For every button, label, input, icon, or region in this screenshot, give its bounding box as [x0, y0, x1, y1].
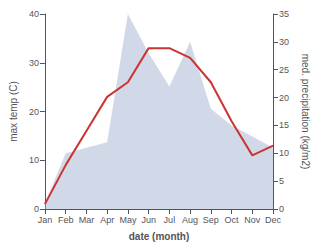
svg-text:Mar: Mar	[79, 215, 95, 225]
svg-text:30: 30	[29, 58, 39, 68]
svg-text:Apr: Apr	[100, 215, 114, 225]
svg-text:Nov: Nov	[244, 215, 261, 225]
svg-text:max temp (C): max temp (C)	[8, 81, 19, 142]
svg-text:15: 15	[279, 120, 289, 130]
svg-text:20: 20	[279, 93, 289, 103]
svg-text:Dec: Dec	[265, 215, 282, 225]
svg-text:10: 10	[29, 155, 39, 165]
svg-text:0: 0	[279, 204, 284, 214]
svg-text:date (month): date (month)	[129, 231, 190, 242]
svg-text:May: May	[119, 215, 137, 225]
svg-text:25: 25	[279, 65, 289, 75]
svg-text:20: 20	[29, 107, 39, 117]
svg-text:0: 0	[34, 204, 39, 214]
svg-text:Jun: Jun	[141, 215, 156, 225]
svg-text:Sep: Sep	[203, 215, 219, 225]
svg-text:Jul: Jul	[164, 215, 176, 225]
svg-text:Aug: Aug	[182, 215, 198, 225]
svg-text:10: 10	[279, 148, 289, 158]
svg-text:med. precipitation (kg/m2): med. precipitation (kg/m2)	[300, 54, 311, 170]
svg-text:30: 30	[279, 37, 289, 47]
svg-text:Oct: Oct	[225, 215, 240, 225]
svg-text:40: 40	[29, 9, 39, 19]
svg-text:Feb: Feb	[58, 215, 74, 225]
svg-text:5: 5	[279, 176, 284, 186]
svg-text:Jan: Jan	[38, 215, 53, 225]
svg-text:35: 35	[279, 9, 289, 19]
